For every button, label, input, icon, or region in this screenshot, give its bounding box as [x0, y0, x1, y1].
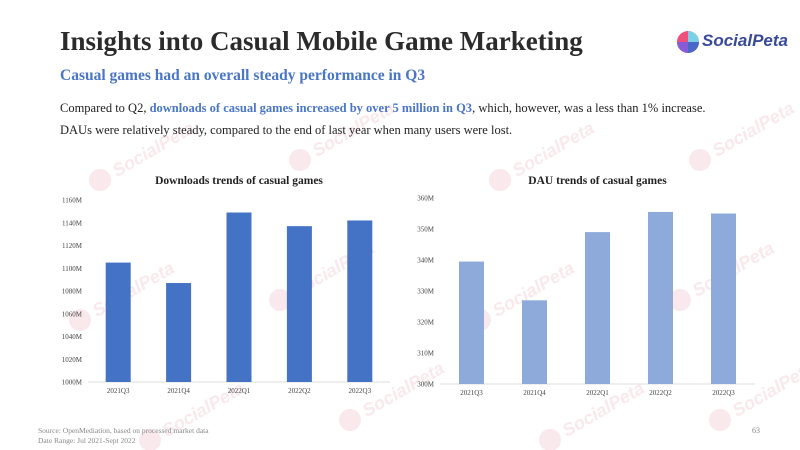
- y-tick-label: 360M: [417, 195, 435, 203]
- bar-2022Q1: [226, 212, 252, 382]
- y-tick-label: 1040M: [62, 333, 83, 341]
- bar-2022Q3: [347, 220, 373, 382]
- y-tick-label: 330M: [417, 288, 435, 296]
- date-range-line: Date Range: Jul 2021-Sept 2022: [38, 435, 136, 445]
- x-tick-label: 2021Q3: [107, 387, 130, 395]
- y-tick-label: 1120M: [62, 242, 83, 250]
- x-tick-label: 2022Q2: [288, 387, 311, 395]
- y-tick-label: 1160M: [62, 197, 83, 205]
- dau-bar-chart: DAU trends of casual games 300M 310M 320M 33…: [417, 175, 755, 397]
- bar-2022Q3: [711, 213, 736, 384]
- bar-2021Q4: [166, 283, 192, 382]
- chart-title: DAU trends of casual games: [528, 175, 667, 187]
- x-tick-label: 2022Q3: [712, 389, 735, 397]
- summary-line-downloads: Compared to Q2, downloads of casual game…: [60, 101, 706, 116]
- y-tick-label: 350M: [417, 226, 435, 234]
- bar-2022Q2: [648, 211, 673, 384]
- y-tick-label: 1000M: [62, 379, 83, 387]
- x-tick-label: 2022Q1: [586, 389, 609, 397]
- footer-source: Source: OpenMediation, based on processe…: [38, 426, 209, 445]
- y-tick-label: 1060M: [62, 310, 83, 318]
- bar-2021Q3: [105, 262, 131, 382]
- source-line: Source: OpenMediation, based on processe…: [38, 426, 209, 435]
- bar-2022Q2: [286, 226, 312, 382]
- brand-logo-text: SocialPeta: [702, 31, 788, 50]
- y-tick-label: 1100M: [62, 265, 83, 273]
- page-number: 63: [752, 426, 760, 435]
- svg-text:SocialPeta: SocialPeta: [709, 98, 798, 161]
- x-tick-label: 2022Q3: [349, 387, 372, 395]
- summary-highlight: downloads of casual games increased by o…: [149, 101, 473, 115]
- summary-text-after: , which, however, was a less than 1% inc…: [472, 101, 706, 115]
- x-tick-label: 2022Q2: [649, 389, 672, 397]
- x-tick-label: 2022Q1: [228, 387, 251, 395]
- page-title: Insights into Casual Mobile Game Marketi…: [60, 26, 583, 56]
- y-tick-label: 340M: [417, 257, 435, 265]
- chart-title: Downloads trends of casual games: [155, 175, 323, 187]
- x-tick-label: 2021Q4: [167, 387, 190, 395]
- brand-logo-icon: [677, 31, 699, 53]
- y-tick-label: 1140M: [62, 219, 83, 227]
- summary-line-dau: DAUs were relatively steady, compared to…: [60, 123, 513, 137]
- bar-2021Q4: [522, 300, 547, 384]
- bar-2021Q3: [459, 261, 484, 384]
- y-tick-label: 320M: [417, 319, 435, 327]
- x-tick-label: 2021Q3: [460, 389, 483, 397]
- bar-2022Q1: [585, 232, 610, 384]
- summary-text-before: Compared to Q2,: [60, 101, 150, 115]
- section-subtitle: Casual games had an overall steady perfo…: [60, 67, 426, 84]
- x-tick-label: 2021Q4: [523, 389, 546, 397]
- y-tick-label: 300M: [417, 381, 435, 389]
- downloads-bar-chart: Downloads trends of casual games 1000M 102…: [62, 175, 390, 395]
- y-tick-label: 1080M: [62, 288, 83, 296]
- y-tick-label: 1020M: [62, 356, 83, 364]
- y-tick-label: 310M: [417, 350, 435, 358]
